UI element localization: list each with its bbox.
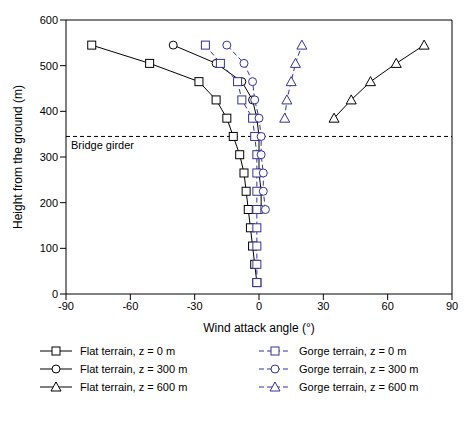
svg-text:30: 30 — [317, 300, 329, 312]
svg-text:500: 500 — [40, 60, 58, 72]
svg-text:-60: -60 — [122, 300, 138, 312]
html-text:Flat terrain, z = 300 m: Flat terrain, z = 300 m — [80, 363, 188, 375]
svg-text:Bridge girder: Bridge girder — [71, 139, 134, 151]
svg-text:0: 0 — [52, 288, 58, 300]
svg-text:300: 300 — [40, 151, 58, 163]
svg-text:400: 400 — [40, 105, 58, 117]
svg-text:100: 100 — [40, 242, 58, 254]
html-text:Flat terrain, z = 600 m: Flat terrain, z = 600 m — [80, 381, 188, 393]
html-text:Flat terrain, z = 0 m: Flat terrain, z = 0 m — [80, 345, 176, 357]
svg-text:-30: -30 — [187, 300, 203, 312]
svg-text:600: 600 — [40, 14, 58, 26]
html-text:Gorge terrain, z = 300 m: Gorge terrain, z = 300 m — [299, 363, 419, 375]
svg-text:60: 60 — [382, 300, 394, 312]
html-text:Gorge terrain, z = 600 m: Gorge terrain, z = 600 m — [299, 381, 419, 393]
html-text:Gorge terrain, z = 0 m: Gorge terrain, z = 0 m — [299, 345, 407, 357]
svg-text:-90: -90 — [58, 300, 74, 312]
svg-text:90: 90 — [446, 300, 458, 312]
svg-text:200: 200 — [40, 197, 58, 209]
svg-text:Wind attack angle (°): Wind attack angle (°) — [203, 321, 315, 335]
svg-text:0: 0 — [256, 300, 262, 312]
svg-text:Height from the ground (m): Height from the ground (m) — [11, 85, 25, 229]
